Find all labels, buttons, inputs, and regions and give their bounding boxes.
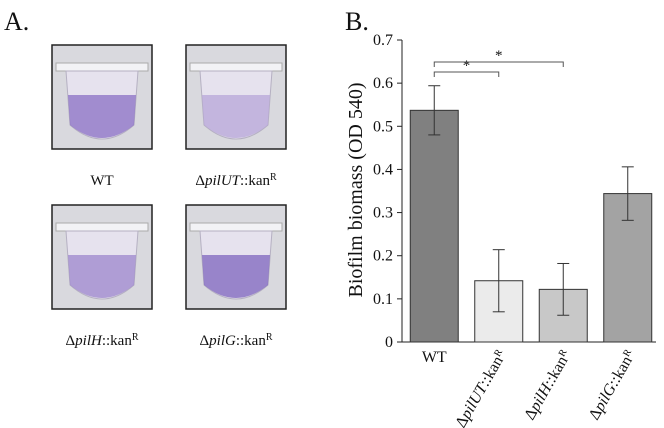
- label-part: Δ: [66, 333, 76, 349]
- label-part: ::kan: [240, 173, 270, 189]
- label: ΔpilH::kanR: [66, 332, 139, 350]
- error-bar: [492, 249, 505, 313]
- y-tick-label: 0.3: [373, 205, 393, 222]
- y-tick-label: 0: [385, 334, 393, 351]
- label-part: Δ: [195, 173, 205, 189]
- bar: [409, 109, 459, 343]
- significance-bracket: [433, 71, 500, 77]
- label-part: R: [556, 347, 569, 359]
- label-part: pilG: [208, 333, 236, 349]
- label-part: WT: [90, 173, 113, 189]
- tube-rim: [55, 222, 149, 232]
- stain: [202, 95, 270, 138]
- y-tick-label: 0.1: [373, 291, 393, 308]
- label: ΔpilUT::kanR: [195, 172, 277, 190]
- panel-label: A.: [4, 7, 29, 36]
- tube-rim: [189, 222, 283, 232]
- stain: [202, 255, 270, 298]
- significance-mark: *: [495, 48, 503, 64]
- significance-mark: *: [463, 58, 471, 74]
- label: WT: [422, 349, 447, 366]
- y-axis-title: Biofilm biomass (OD 540): [345, 83, 367, 298]
- label: ΔpilUT::kanR: [452, 347, 510, 428]
- error-bar: [621, 166, 634, 221]
- significance-bracket: [433, 61, 564, 67]
- label-part: R: [621, 347, 634, 359]
- label-part: R: [266, 332, 273, 343]
- label: ΔpilG::kanR: [585, 347, 639, 423]
- label-part: R: [270, 172, 277, 183]
- label-part: pilUT: [204, 173, 242, 189]
- y-tick-label: 0.7: [373, 32, 393, 49]
- y-tick-label: 0.4: [373, 161, 393, 178]
- label-part: pilH: [74, 333, 103, 349]
- stain: [68, 255, 136, 298]
- label-part: ::kan: [236, 333, 266, 349]
- label-part: ::kan: [476, 353, 507, 389]
- tube-rim: [55, 62, 149, 72]
- label-part: R: [492, 347, 505, 359]
- tube-rim: [189, 62, 283, 72]
- panel-label: B.: [345, 7, 369, 36]
- label-part: Δ: [200, 333, 210, 349]
- label-part: ::kan: [102, 333, 132, 349]
- label: ΔpilH::kanR: [521, 347, 575, 423]
- y-tick-label: 0.6: [373, 75, 393, 92]
- label-part: ::kan: [605, 353, 636, 389]
- label: ΔpilG::kanR: [200, 332, 273, 350]
- error-bar: [428, 85, 441, 136]
- y-tick-label: 0.5: [373, 118, 393, 135]
- label-part: R: [132, 332, 139, 343]
- label-part: ::kan: [541, 353, 572, 389]
- label: WT: [90, 173, 113, 189]
- stain: [68, 95, 136, 138]
- error-bar: [557, 262, 570, 316]
- y-tick-label: 0.2: [373, 248, 393, 265]
